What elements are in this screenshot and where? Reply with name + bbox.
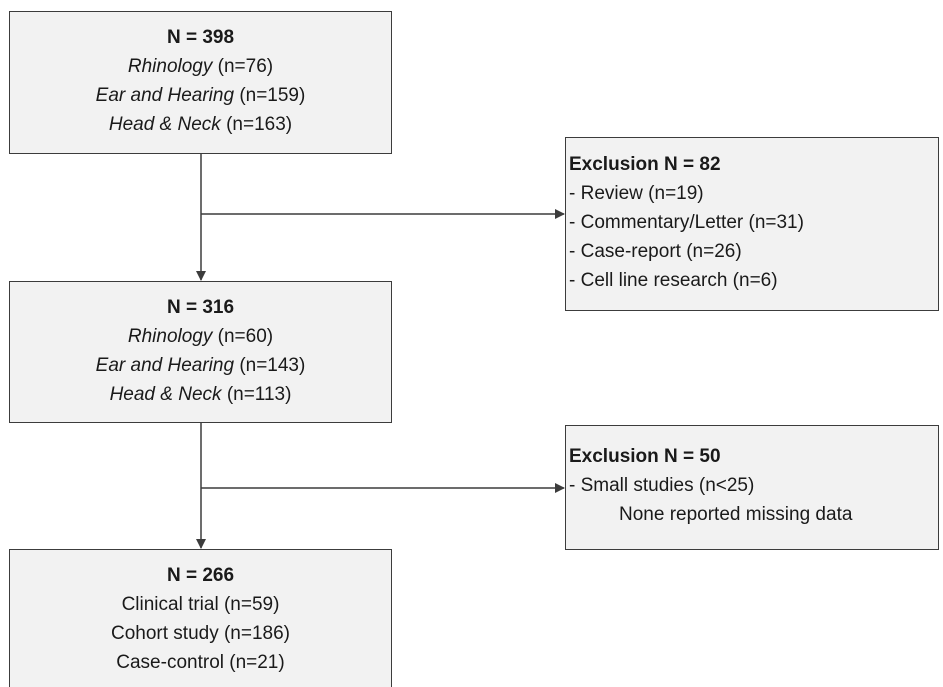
screened-head-neck-line: Head & Neck (n=113) [10,380,391,409]
exclusion-case-report-item: - Case-report (n=26) [569,241,742,262]
screened-ear-hearing-line: Ear and Hearing (n=143) [10,351,391,380]
initial-head-neck-count: (n=163) [226,114,293,135]
exclusion-review-item: - Review (n=19) [569,183,704,204]
exclusion-82-title: Exclusion N = 82 [569,154,721,175]
included-cohort-study: Cohort study (n=186) [110,623,290,644]
included-case-control: Case-control (n=21) [116,652,285,673]
screened-rhinology-label: Rhinology [127,326,213,347]
initial-records-total: N = 398 [166,27,235,48]
screened-records-box: N = 316 Rhinology (n=60) Ear and Hearing… [9,281,392,423]
exclusion-small-studies-item: - Small studies (n<25) [569,475,755,496]
exclusion-82-box: Exclusion N = 82 - Review (n=19) - Comme… [565,137,939,311]
initial-head-neck-line: Head & Neck (n=163) [10,110,391,139]
included-studies-total: N = 266 [166,565,235,586]
initial-ear-hearing-line: Ear and Hearing (n=159) [10,81,391,110]
exclusion-missing-data-note: None reported missing data [619,504,853,525]
initial-records-box: N = 398 Rhinology (n=76) Ear and Hearing… [9,11,392,154]
initial-rhinology-line: Rhinology (n=76) [10,52,391,81]
exclusion-50-box: Exclusion N = 50 - Small studies (n<25) … [565,425,939,550]
screened-rhinology-count: (n=60) [217,326,274,347]
exclusion-cell-line-item: - Cell line research (n=6) [569,270,778,291]
exclusion-commentary-item: - Commentary/Letter (n=31) [569,212,804,233]
screened-head-neck-label: Head & Neck [109,384,222,405]
initial-rhinology-label: Rhinology [127,56,213,77]
screened-records-total: N = 316 [166,297,235,318]
exclusion-50-title: Exclusion N = 50 [569,446,721,467]
initial-ear-hearing-label: Ear and Hearing [95,85,235,106]
included-clinical-trial: Clinical trial (n=59) [121,594,280,615]
initial-head-neck-label: Head & Neck [108,114,221,135]
screened-ear-hearing-label: Ear and Hearing [95,355,235,376]
screened-rhinology-line: Rhinology (n=60) [10,322,391,351]
screened-ear-hearing-count: (n=143) [239,355,306,376]
included-studies-box: N = 266 Clinical trial (n=59) Cohort stu… [9,549,392,687]
initial-rhinology-count: (n=76) [217,56,274,77]
screened-head-neck-count: (n=113) [226,384,292,405]
initial-ear-hearing-count: (n=159) [239,85,306,106]
